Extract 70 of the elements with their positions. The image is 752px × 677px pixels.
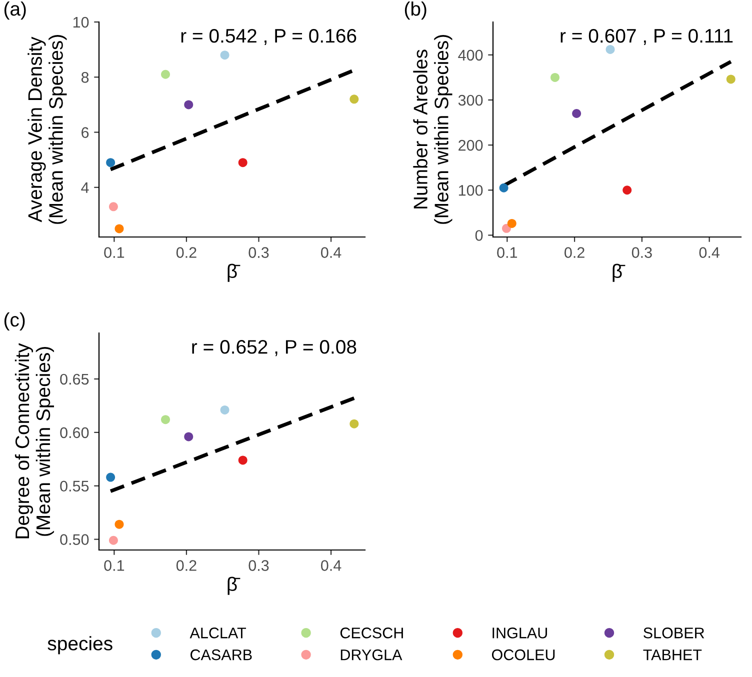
y-tick-label: 10	[73, 16, 89, 28]
x-tick-label: 0.1	[104, 560, 124, 571]
x-tick-label: 0.2	[176, 560, 196, 571]
point	[114, 520, 124, 529]
point	[106, 158, 116, 168]
point	[238, 456, 248, 465]
x-tick-label: 0.4	[699, 247, 720, 258]
x-axis-title: β̄	[228, 576, 240, 595]
chart-title: (b)	[404, 1, 426, 20]
x-tick-label: 0.4	[321, 247, 342, 258]
annotation: r = 0.542 , P = 0.166	[181, 28, 356, 46]
y-tick-label: 0.65	[60, 374, 89, 385]
y-tick-label: 200	[458, 140, 483, 151]
y-axis-title: Degree of Connectivity (Mean within Species)	[14, 343, 54, 538]
point	[108, 202, 118, 212]
legend-label: ALCLAT	[190, 628, 246, 638]
chart-title: (a)	[4, 1, 26, 20]
annotation: r = 0.652 , P = 0.08	[192, 340, 356, 356]
point	[622, 186, 632, 195]
x-tick-label: 0.2	[564, 247, 584, 258]
point	[507, 218, 516, 228]
point	[220, 50, 230, 60]
legend-title: species	[48, 636, 112, 654]
y-tick-label: 100	[458, 184, 483, 196]
y-tick-label: 8	[81, 72, 89, 83]
legend-label: OCOLEU	[492, 649, 555, 660]
x-tick-label: 0.1	[497, 247, 518, 258]
point	[220, 405, 230, 414]
point	[499, 183, 508, 192]
point	[238, 158, 248, 168]
legend-label: CASARB	[190, 649, 252, 660]
y-tick-label: 0.60	[60, 427, 89, 438]
legend-label: TABHET	[643, 650, 702, 660]
x-tick-label: 0.1	[104, 247, 124, 258]
y-axis-title: Number of Areoles (Mean within Species)	[413, 35, 452, 224]
point	[108, 536, 118, 545]
y-tick-label: 0.50	[60, 534, 89, 545]
point	[161, 70, 170, 79]
y-tick-label: 0.55	[60, 480, 89, 492]
x-tick-label: 0.2	[176, 247, 196, 258]
point	[106, 472, 116, 482]
annotation: r = 0.607 , P = 0.111	[560, 28, 733, 46]
chart-title: (c)	[4, 312, 25, 331]
point	[502, 224, 511, 233]
point	[350, 419, 359, 428]
x-tick-label: 0.4	[321, 560, 342, 571]
y-tick-label: 6	[82, 127, 89, 138]
y-tick-label: 4	[81, 182, 89, 193]
y-tick-label: 0	[475, 230, 483, 241]
legend-label: CECSCH	[340, 628, 403, 638]
point	[350, 94, 359, 104]
y-axis-title: Average Vein Density (Mean within Species)	[28, 35, 67, 224]
legend-label: SLOBER	[644, 628, 704, 638]
x-tick-label: 0.3	[248, 560, 269, 571]
point	[184, 432, 194, 442]
point	[161, 415, 170, 424]
point	[114, 224, 124, 234]
x-axis-title: β̄	[228, 264, 240, 282]
point	[606, 44, 615, 54]
point	[550, 72, 560, 82]
x-tick-label: 0.3	[248, 247, 269, 258]
point	[572, 109, 582, 118]
y-tick-label: 400	[458, 50, 483, 61]
legend-label: DRYGLA	[340, 649, 402, 660]
x-tick-label: 0.3	[632, 247, 652, 258]
legend-label: INGLAU	[492, 628, 547, 638]
x-axis-title: β̄	[612, 264, 626, 282]
y-tick-label: 300	[458, 94, 483, 106]
point	[184, 100, 194, 110]
point	[726, 74, 736, 84]
